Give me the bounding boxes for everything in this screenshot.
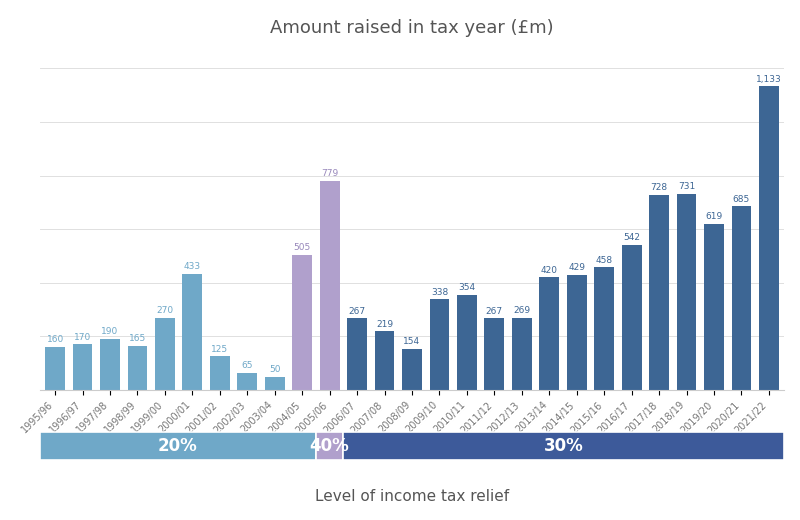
Text: 165: 165 xyxy=(129,334,146,343)
Bar xyxy=(594,267,614,390)
Bar xyxy=(485,318,504,390)
Text: 728: 728 xyxy=(650,183,668,192)
Bar xyxy=(73,344,93,390)
Bar xyxy=(539,277,559,390)
Bar xyxy=(704,224,724,390)
Bar xyxy=(155,318,174,390)
Text: 160: 160 xyxy=(46,335,64,344)
Text: 429: 429 xyxy=(568,263,586,272)
Text: 420: 420 xyxy=(541,266,558,275)
Bar xyxy=(46,347,65,390)
Bar xyxy=(100,339,120,390)
Bar xyxy=(127,346,147,390)
Bar xyxy=(622,245,642,390)
Bar xyxy=(182,274,202,390)
Text: 458: 458 xyxy=(596,255,613,265)
Bar xyxy=(374,331,394,390)
Text: 542: 542 xyxy=(623,233,640,242)
Text: 125: 125 xyxy=(211,345,228,354)
Text: 354: 354 xyxy=(458,283,475,292)
Text: 267: 267 xyxy=(349,307,366,316)
Bar xyxy=(238,372,257,390)
Bar xyxy=(347,318,367,390)
Text: 505: 505 xyxy=(294,243,311,252)
Bar xyxy=(320,181,339,390)
Text: 433: 433 xyxy=(184,262,201,271)
Bar xyxy=(731,206,751,390)
Text: 170: 170 xyxy=(74,333,91,342)
Text: 685: 685 xyxy=(733,194,750,204)
Text: 270: 270 xyxy=(156,306,174,315)
Text: 30%: 30% xyxy=(544,437,583,455)
Text: 50: 50 xyxy=(269,365,281,374)
Bar xyxy=(292,255,312,390)
Bar xyxy=(650,195,669,390)
Bar xyxy=(759,86,778,390)
Text: 154: 154 xyxy=(403,337,421,346)
Text: 779: 779 xyxy=(321,170,338,178)
Bar xyxy=(430,300,450,390)
Bar xyxy=(457,295,477,390)
Bar xyxy=(512,318,532,390)
Text: Level of income tax relief: Level of income tax relief xyxy=(315,489,509,504)
Text: 338: 338 xyxy=(431,288,448,297)
Text: 731: 731 xyxy=(678,183,695,191)
Text: 190: 190 xyxy=(102,328,118,336)
Text: 20%: 20% xyxy=(158,437,198,455)
Bar xyxy=(567,275,586,390)
Bar xyxy=(265,376,285,390)
Text: 267: 267 xyxy=(486,307,503,316)
Text: 619: 619 xyxy=(706,212,722,222)
Text: 1,133: 1,133 xyxy=(756,74,782,84)
Text: 65: 65 xyxy=(242,361,253,370)
Bar xyxy=(402,349,422,390)
Text: 219: 219 xyxy=(376,320,393,329)
Text: 269: 269 xyxy=(514,306,530,315)
Bar xyxy=(677,194,697,390)
Title: Amount raised in tax year (£m): Amount raised in tax year (£m) xyxy=(270,19,554,37)
Text: 40%: 40% xyxy=(310,437,350,455)
Bar xyxy=(210,357,230,390)
